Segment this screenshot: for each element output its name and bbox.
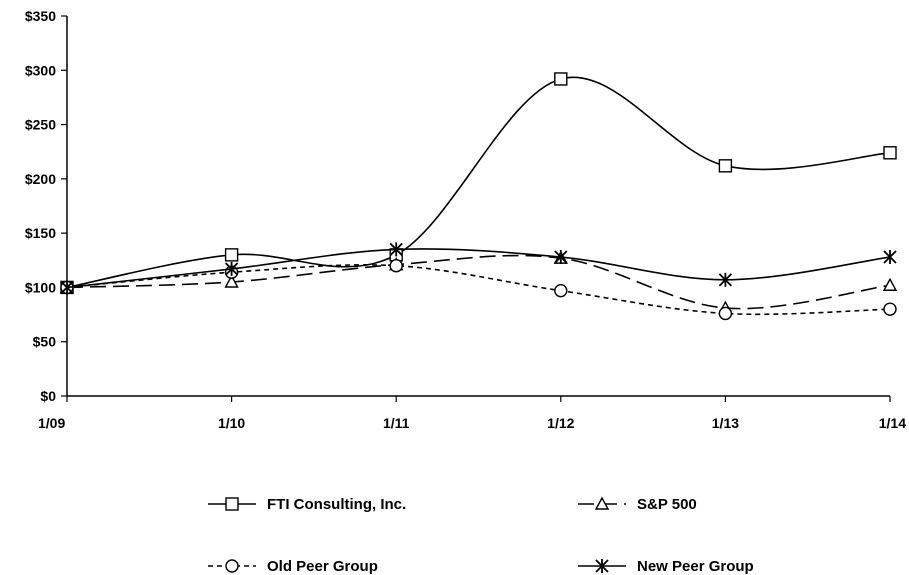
y-tick-label: $250 [25,117,56,133]
legend-label: FTI Consulting, Inc. [267,496,406,513]
x-tick-label: 1/10 [218,415,245,431]
square-marker [554,72,568,86]
y-tick-label: $50 [33,334,57,350]
asterisk-marker [60,280,74,295]
series-layer [59,72,898,321]
legend-item: Old Peer Group [208,558,378,575]
legend-label: S&P 500 [637,496,697,513]
circle-marker [389,259,403,273]
series-line [66,264,891,316]
y-tick-label: $200 [25,171,56,187]
legend-circle-marker [225,559,239,573]
legend-item: S&P 500 [578,496,697,513]
triangle-marker [882,277,898,291]
asterisk-marker [718,272,733,287]
asterisk-marker [224,261,239,276]
y-tick-label: $0 [40,388,56,404]
x-tick-label: 1/09 [38,415,65,431]
plot-axes: $0 $50 $100 $150 $200 $250 $300 $350 1/09 1/10 1/1… [25,8,906,431]
series-2 [60,259,897,321]
square-marker [883,146,897,160]
series-0 [60,72,897,295]
series-line [66,248,891,289]
x-tick-label: 1/11 [383,415,410,431]
series-line [66,254,891,310]
legend-label: New Peer Group [637,558,754,575]
series-line [66,76,891,289]
y-tick-label: $100 [25,279,56,295]
square-marker [224,248,239,262]
asterisk-marker [389,242,403,257]
legend-item: FTI Consulting, Inc. [208,496,406,513]
legend-item: New Peer Group [578,558,754,575]
legend-label: Old Peer Group [267,558,378,575]
legend-triangle-marker [594,496,610,510]
circle-marker [554,283,568,298]
asterisk-marker [883,250,897,265]
legend-asterisk-marker [595,559,609,573]
y-tick-label: $350 [25,8,56,24]
legend: FTI Consulting, Inc. S&P 500 Old Peer Grou… [208,496,754,575]
y-tick-label: $300 [25,62,56,78]
x-tick-label: 1/13 [712,415,739,431]
circle-marker [883,302,897,316]
legend-square-marker [225,497,239,511]
square-marker [718,159,733,173]
x-tick-label: 1/12 [547,415,574,431]
y-tick-label: $150 [25,225,56,241]
series-3 [60,242,897,295]
circle-marker [718,306,733,321]
asterisk-marker [554,250,568,265]
triangle-marker [224,274,239,288]
x-tick-label: 1/14 [879,415,906,431]
